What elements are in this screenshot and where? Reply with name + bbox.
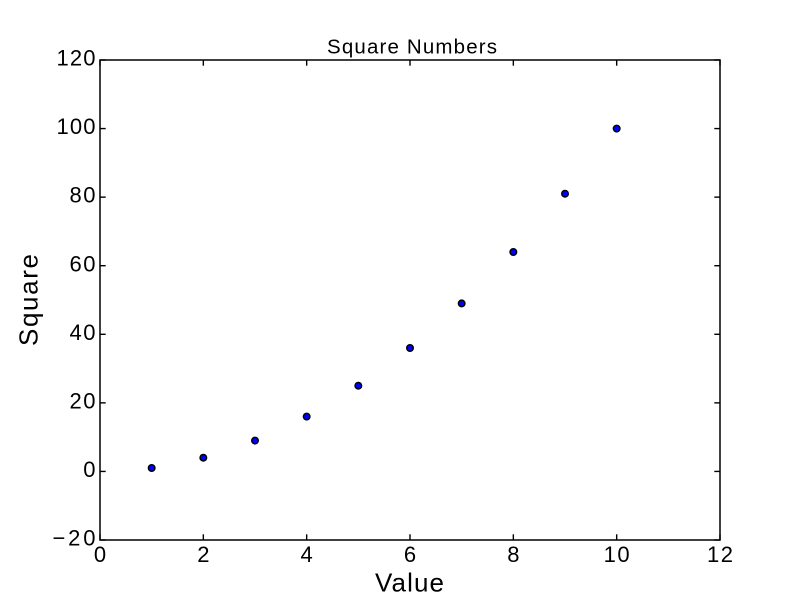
svg-text:0: 0 [83,457,95,482]
svg-text:2: 2 [197,542,209,567]
svg-text:0: 0 [94,542,106,567]
svg-text:6: 6 [404,542,416,567]
svg-text:12: 12 [707,542,733,567]
svg-text:20: 20 [70,388,96,413]
svg-text:8: 8 [507,542,519,567]
svg-text:10: 10 [604,542,630,567]
svg-text:Square: Square [14,254,44,346]
svg-text:100: 100 [57,114,96,139]
svg-text:4: 4 [301,542,313,567]
svg-text:40: 40 [70,320,96,345]
svg-text:Square Numbers: Square Numbers [327,36,497,59]
svg-text:60: 60 [70,251,96,276]
svg-text:80: 80 [70,183,96,208]
svg-text:Value: Value [375,568,444,598]
svg-text:120: 120 [57,46,96,71]
svg-text:−20: −20 [53,526,96,551]
